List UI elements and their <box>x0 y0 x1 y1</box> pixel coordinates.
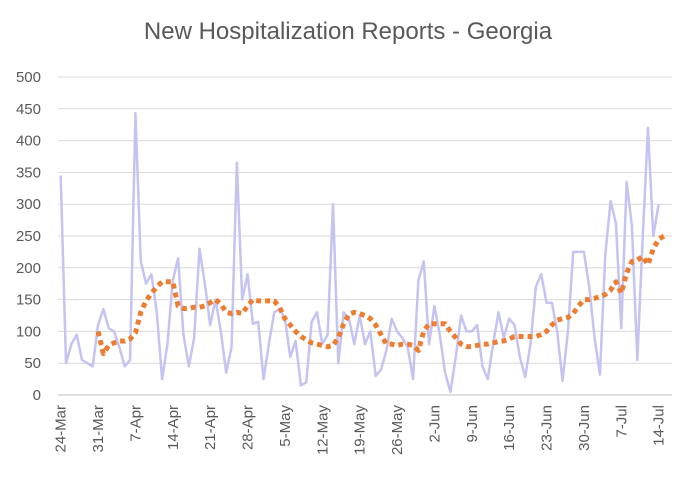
x-tick-label: 9-Jun <box>464 405 481 443</box>
y-tick-label: 400 <box>16 133 41 150</box>
x-tick-label: 14-Jul <box>651 405 668 446</box>
x-tick-label: 2-Jun <box>426 405 443 443</box>
y-tick-label: 350 <box>16 164 41 181</box>
y-tick-label: 250 <box>16 228 41 245</box>
series-line-daily <box>59 112 660 394</box>
series-line-average <box>95 233 666 357</box>
x-tick-label: 26-May <box>389 405 406 456</box>
chart-title: New Hospitalization Reports - Georgia <box>143 18 553 45</box>
x-tick-label: 7-Apr <box>127 405 144 442</box>
y-tick-label: 500 <box>16 69 41 86</box>
y-tick-label: 100 <box>16 323 41 340</box>
y-tick-label: 450 <box>16 101 41 118</box>
x-tick-label: 30-Jun <box>576 405 593 451</box>
x-tick-label: 5-May <box>277 405 294 447</box>
x-tick-label: 31-Mar <box>90 405 107 453</box>
x-tick-label: 16-Jun <box>501 405 518 451</box>
x-tick-label: 7-Jul <box>613 405 630 438</box>
x-tick-label: 24-Mar <box>53 405 70 453</box>
y-tick-label: 200 <box>16 260 41 277</box>
y-tick-label: 300 <box>16 196 41 213</box>
y-tick-label: 150 <box>16 292 41 309</box>
x-tick-label: 19-May <box>352 405 369 456</box>
x-tick-label: 23-Jun <box>539 405 556 451</box>
x-tick-label: 12-May <box>314 405 331 456</box>
x-tick-label: 21-Apr <box>202 405 219 450</box>
x-tick-label: 28-Apr <box>240 405 257 450</box>
y-tick-label: 0 <box>33 387 41 404</box>
y-tick-label: 50 <box>24 355 41 372</box>
x-tick-label: 14-Apr <box>165 405 182 450</box>
